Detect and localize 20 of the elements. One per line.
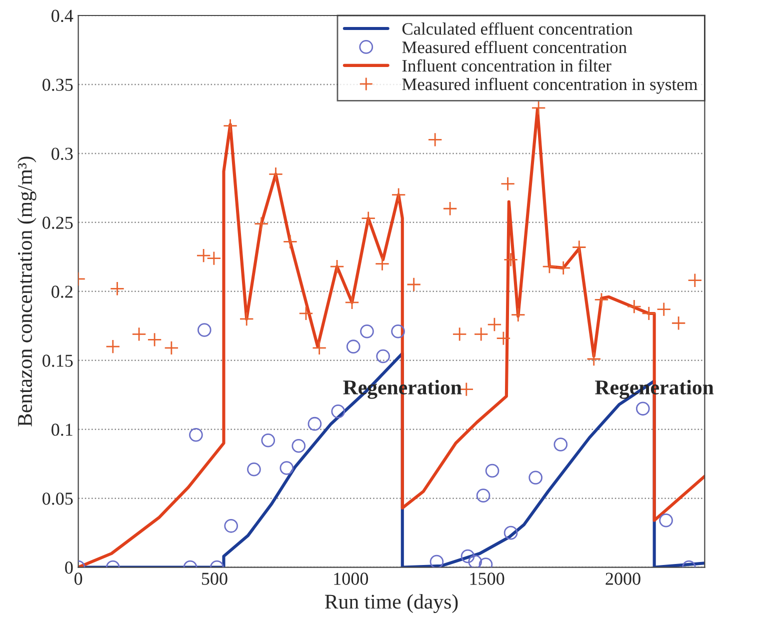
y-tick-label: 0.25 — [42, 216, 73, 229]
legend-label: Measured influent concentration in system — [402, 78, 698, 94]
legend-label: Measured effluent concentration — [402, 40, 627, 54]
y-tick-label: 0 — [65, 562, 73, 574]
y-tick-label: 0.3 — [52, 148, 73, 160]
legend-label: Influent concentration in filter — [402, 59, 612, 72]
y-tick-label: 0.1 — [52, 424, 72, 436]
x-tick-label: 1000 — [334, 572, 368, 585]
x-axis-title: Run time (days) — [324, 594, 458, 614]
y-tick-label: 0.05 — [42, 492, 73, 505]
x-tick-label: 1500 — [470, 572, 504, 585]
y-tick-label: 0.4 — [52, 10, 74, 22]
legend-label: Calculated effluent concentration — [402, 22, 633, 35]
y-tick-label: 0.35 — [42, 78, 73, 91]
x-tick-label: 2000 — [606, 572, 640, 585]
y-axis-title: Bentazon concentration (mg/m³) — [17, 156, 36, 426]
y-tick-label: 0.2 — [52, 286, 72, 298]
y-tick-label: 0.15 — [42, 354, 73, 367]
x-tick-label: 0 — [74, 572, 82, 585]
x-tick-label: 500 — [202, 572, 228, 585]
